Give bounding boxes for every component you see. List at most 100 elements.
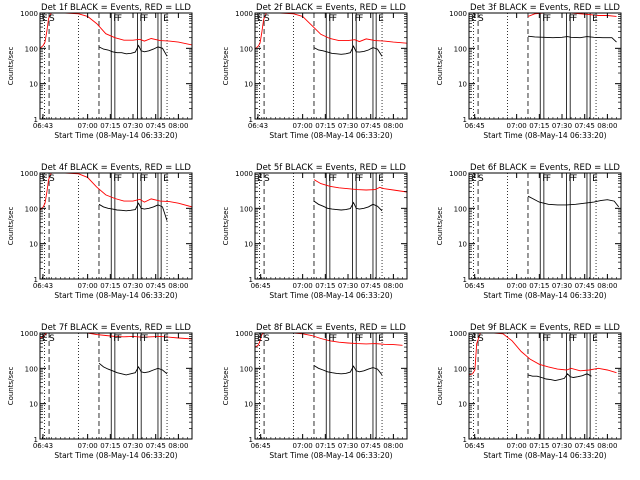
events-series-line <box>313 200 383 212</box>
y-tick-label: 1000 <box>235 170 253 178</box>
x-tick-label: 08:00 <box>168 122 188 130</box>
panel-det-1: Det 1f BLACK = Events, RED = LLD Counts/s… <box>7 3 193 140</box>
events-series-line <box>527 373 592 382</box>
y-tick-label: 100 <box>240 45 253 53</box>
plot-frame <box>254 172 408 280</box>
x-tick-label: 07:45 <box>361 282 381 290</box>
panel-title: Det 4f BLACK = Events, RED = LLD <box>41 163 191 173</box>
events-series-line <box>98 202 168 221</box>
marker-letter: F <box>572 334 577 344</box>
x-tick-label: 08:00 <box>597 282 617 290</box>
y-tick-label: 1 <box>34 276 38 284</box>
marker-letter: E <box>378 14 384 24</box>
plot-area <box>40 173 192 279</box>
y-axis-label: Counts/sec <box>436 367 444 406</box>
marker-letter: F <box>569 174 574 184</box>
marker-letter: F <box>542 174 547 184</box>
y-tick-label: 1 <box>249 436 253 444</box>
x-tick-label: 07:30 <box>123 122 143 130</box>
marker-letter: E <box>471 174 477 184</box>
x-tick-label: 07:30 <box>552 442 572 450</box>
panel-title: Det 2f BLACK = Events, RED = LLD <box>256 3 406 13</box>
y-tick-label: 10 <box>458 241 467 249</box>
plot-area <box>473 173 620 279</box>
x-axis-label: Start Time (08-May-14 06:33:20) <box>483 131 606 140</box>
x-tick-label: 07:00 <box>78 282 98 290</box>
x-axis-label: Start Time (08-May-14 06:33:20) <box>54 451 177 460</box>
marker-letter: S <box>478 14 484 24</box>
y-tick-label: 100 <box>25 205 38 213</box>
x-tick-label: 08:00 <box>383 282 403 290</box>
lld-series-line <box>255 13 407 50</box>
x-tick-label: 08:00 <box>597 442 617 450</box>
plot-area <box>255 13 407 119</box>
panel-title: Det 6f BLACK = Events, RED = LLD <box>470 163 620 173</box>
x-tick-label: 07:45 <box>361 122 381 130</box>
lld-series-line <box>40 173 192 211</box>
marker-letter: F <box>546 14 551 24</box>
y-tick-label: 100 <box>454 205 467 213</box>
y-tick-label: 10 <box>244 401 253 409</box>
marker-letter: S <box>49 174 55 184</box>
marker-letter: E <box>42 14 48 24</box>
events-series-line <box>313 45 383 57</box>
marker-letter: F <box>113 334 118 344</box>
marker-letter: S <box>49 334 55 344</box>
plot-area <box>259 173 407 279</box>
y-tick-label: 100 <box>240 365 253 373</box>
events-series-line <box>527 195 620 208</box>
x-axis-label: Start Time (08-May-14 06:33:20) <box>269 131 392 140</box>
x-tick-label: 07:15 <box>315 442 335 450</box>
plot-area <box>473 13 617 119</box>
events-series-line <box>98 362 168 376</box>
plot-frame <box>39 12 193 120</box>
x-tick-label: 06:43 <box>248 122 268 130</box>
marker-letter: F <box>542 334 547 344</box>
marker-letter: E <box>257 334 263 344</box>
x-tick-label: 08:00 <box>597 122 617 130</box>
y-tick-label: 10 <box>29 81 38 89</box>
marker-letter: S <box>264 174 270 184</box>
x-tick-label: 07:00 <box>78 122 98 130</box>
x-tick-label: 07:45 <box>146 442 166 450</box>
events-series-line <box>98 44 168 57</box>
y-tick-label: 1 <box>463 276 467 284</box>
lld-series-line <box>255 333 403 348</box>
x-tick-label: 07:15 <box>529 122 549 130</box>
panel-title: Det 1f BLACK = Events, RED = LLD <box>41 3 191 13</box>
y-tick-label: 100 <box>454 365 467 373</box>
x-tick-label: 07:45 <box>575 122 595 130</box>
marker-letter: F <box>546 334 551 344</box>
x-tick-label: 06:43 <box>33 442 53 450</box>
lld-series-line <box>40 13 192 49</box>
y-tick-label: 100 <box>25 45 38 53</box>
marker-letter: F <box>117 14 122 24</box>
y-tick-label: 10 <box>458 81 467 89</box>
panel-det-7: Det 7f BLACK = Events, RED = LLD Counts/s… <box>7 323 193 460</box>
x-axis-label: Start Time (08-May-14 06:33:20) <box>54 291 177 300</box>
panel-title: Det 9f BLACK = Events, RED = LLD <box>470 323 620 333</box>
y-tick-label: 10 <box>244 81 253 89</box>
marker-letter: F <box>332 14 337 24</box>
marker-letter: F <box>113 14 118 24</box>
marker-letter: E <box>163 174 169 184</box>
y-axis-label: Counts/sec <box>7 367 15 406</box>
marker-letter: F <box>117 174 122 184</box>
x-tick-label: 07:15 <box>315 282 335 290</box>
lld-series-line <box>40 333 192 340</box>
x-tick-label: 06:45 <box>465 122 485 130</box>
x-tick-label: 08:00 <box>168 442 188 450</box>
marker-letter: F <box>332 334 337 344</box>
marker-letter: F <box>140 14 145 24</box>
marker-letter: F <box>358 334 363 344</box>
x-tick-label: 07:15 <box>100 442 120 450</box>
marker-letter: F <box>546 174 551 184</box>
marker-letter: F <box>355 14 360 24</box>
marker-letter: F <box>143 334 148 344</box>
marker-letter: F <box>542 14 547 24</box>
y-tick-label: 100 <box>240 205 253 213</box>
x-tick-label: 06:45 <box>251 442 271 450</box>
y-axis-label: Counts/sec <box>436 207 444 246</box>
marker-letter: F <box>140 334 145 344</box>
